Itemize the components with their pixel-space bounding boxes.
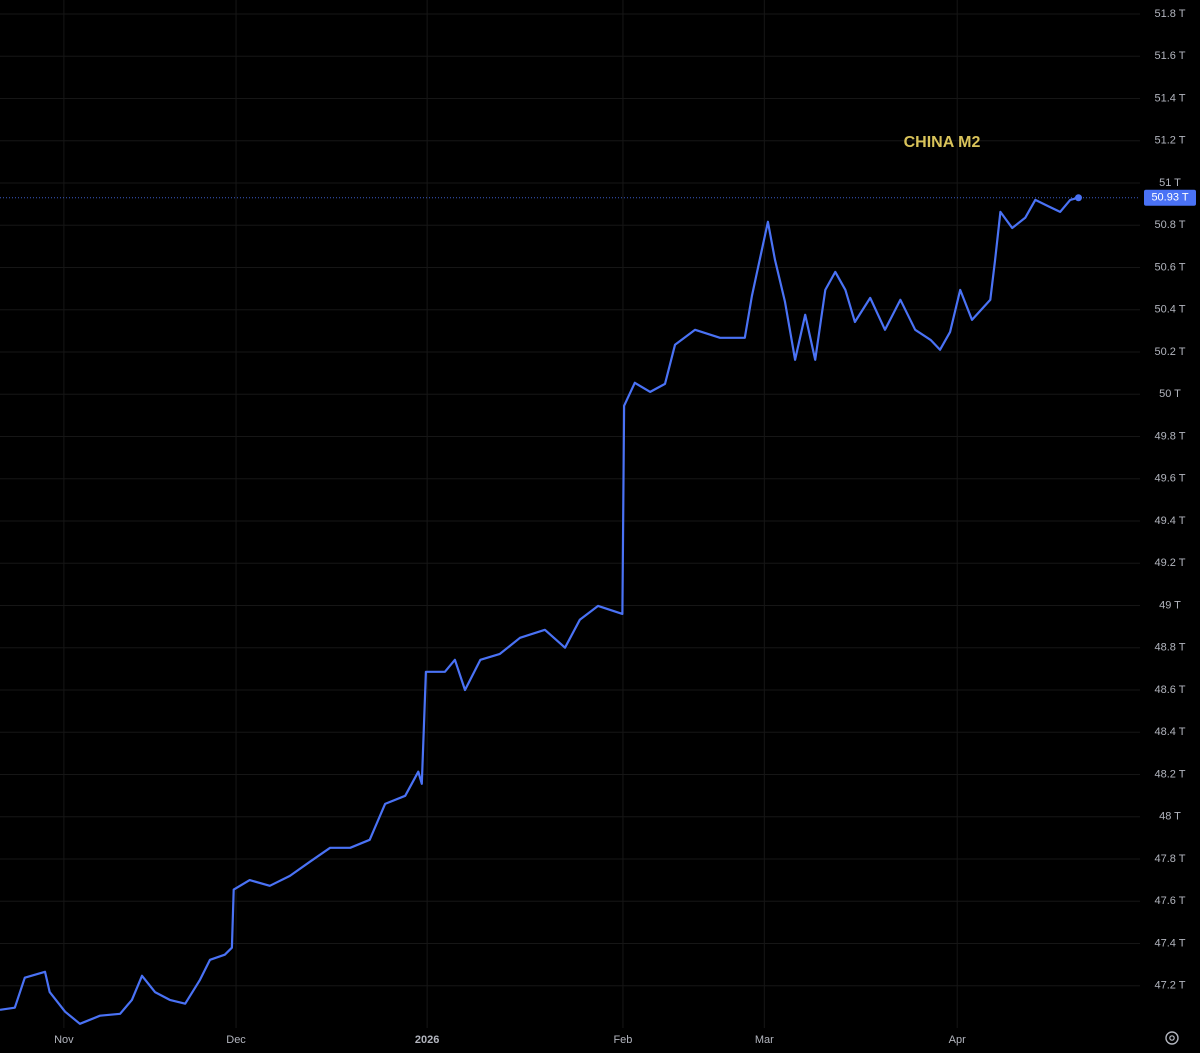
y-tick-label: 48.8 T	[1155, 642, 1186, 654]
y-tick-label: 47.6 T	[1155, 895, 1186, 907]
y-tick-label: 51.4 T	[1155, 92, 1186, 104]
x-tick-label: Nov	[54, 1034, 74, 1046]
y-tick-label: 49.8 T	[1155, 430, 1186, 442]
x-tick-label: Apr	[949, 1034, 966, 1046]
y-tick-label: 50.6 T	[1155, 261, 1186, 273]
y-tick-label: 51.6 T	[1155, 50, 1186, 62]
y-tick-label: 51.8 T	[1155, 8, 1186, 20]
series-label: CHINA M2	[904, 134, 981, 151]
line	[0, 196, 1079, 1025]
y-tick-label: 49.2 T	[1155, 557, 1186, 569]
y-tick-label: 47.4 T	[1155, 937, 1186, 949]
last-value-box	[1144, 189, 1196, 206]
x-tick-label: Mar	[755, 1034, 774, 1046]
grid	[0, 0, 1140, 1028]
y-tick-label: 49 T	[1159, 599, 1181, 611]
y-tick-label: 50.8 T	[1155, 219, 1186, 231]
last-point	[1074, 194, 1082, 202]
last-value-label: 50.93 T	[1151, 192, 1188, 204]
y-tick-label: 51 T	[1159, 177, 1181, 189]
x-tick-label: Dec	[226, 1034, 246, 1046]
y-tick-label: 48.6 T	[1155, 684, 1186, 696]
y-tick-label: 50.2 T	[1155, 346, 1186, 358]
y-tick-label: 47.8 T	[1155, 853, 1186, 865]
x-tick-label: 2026	[415, 1034, 439, 1046]
y-tick-label: 50.4 T	[1155, 304, 1186, 316]
y-tick-label: 47.2 T	[1155, 980, 1186, 992]
y-tick-label: 49.6 T	[1155, 473, 1186, 485]
y-tick-label: 48 T	[1159, 811, 1181, 823]
y-tick-label: 50 T	[1159, 388, 1181, 400]
y-tick-label: 48.2 T	[1155, 768, 1186, 780]
x-tick-label: Feb	[613, 1034, 632, 1046]
settings-icon[interactable]	[1165, 1031, 1179, 1045]
y-tick-label: 51.2 T	[1155, 135, 1186, 147]
y-tick-label: 49.4 T	[1155, 515, 1186, 527]
y-tick-label: 48.4 T	[1155, 726, 1186, 738]
